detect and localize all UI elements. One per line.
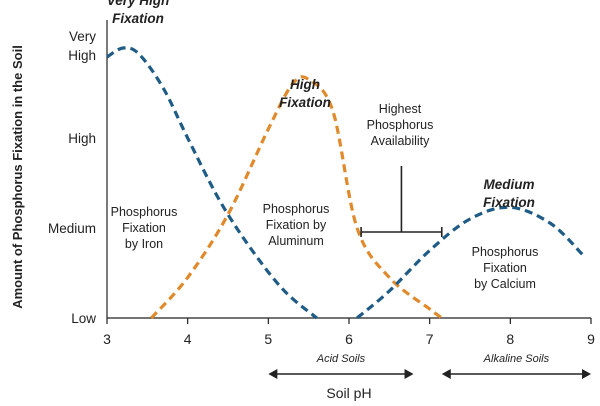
- y-axis-title: Amount of Phosphorus Fixation in the Soi…: [10, 45, 25, 309]
- annotation-high-fixation-line-1: High: [290, 77, 320, 92]
- x-tick-label-6: 6: [345, 331, 353, 347]
- annotation-very-high-fixation-line-2: Fixation: [112, 11, 164, 26]
- y-level-very-high-line-1: Very: [69, 29, 96, 44]
- x-tick-label-3: 3: [103, 331, 111, 347]
- annotation-highest-availability-line-2: Phosphorus: [367, 118, 434, 132]
- y-level-very-high-line-2: High: [68, 48, 96, 63]
- annotation-highest-availability-line-1: Highest: [379, 102, 422, 116]
- annotation-very-high-fixation-line-1: Very High: [107, 0, 170, 8]
- label-iron-line-1: Phosphorus: [111, 205, 178, 219]
- label-aluminum-line-2: Fixation by: [266, 218, 327, 232]
- acid-soils-arrow-right: [404, 369, 414, 379]
- label-calcium-line-1: Phosphorus: [472, 245, 539, 259]
- y-level-low: Low: [71, 311, 96, 326]
- alkaline-soils-arrow-right: [582, 369, 591, 379]
- label-iron-line-3: by Iron: [125, 237, 163, 251]
- label-calcium-line-2: Fixation: [483, 261, 527, 275]
- label-iron-line-2: Fixation: [122, 221, 166, 235]
- annotation-medium-fixation-line-2: Fixation: [483, 195, 535, 210]
- alkaline-soils-label: Alkaline Soils: [483, 353, 550, 365]
- y-level-medium: Medium: [48, 221, 96, 236]
- x-tick-label-7: 7: [426, 331, 434, 347]
- labels: 3 4 5 6 7 8 9 Low Medium High Very High Amount of Ph…: [10, 0, 595, 401]
- label-aluminum-line-3: Aluminum: [268, 234, 324, 248]
- aluminum-fixation-curve: [150, 75, 443, 320]
- curves: [106, 46, 585, 320]
- x-tick-label-4: 4: [184, 331, 192, 347]
- acid-soils-arrow-left: [268, 369, 278, 379]
- annotation-medium-fixation-line-1: Medium: [483, 177, 534, 192]
- alkaline-soils-arrow-left: [441, 369, 451, 379]
- annotation-highest-availability-line-3: Availability: [371, 134, 431, 148]
- label-calcium-line-3: by Calcium: [474, 277, 536, 291]
- annotation-high-fixation-line-2: Fixation: [279, 95, 331, 110]
- x-tick-label-9: 9: [587, 331, 595, 347]
- x-tick-label-8: 8: [506, 331, 514, 347]
- iron-fixation-curve: [106, 46, 318, 320]
- acid-soils-label: Acid Soils: [316, 353, 366, 365]
- plot-area: [106, 20, 592, 324]
- y-level-high: High: [68, 131, 96, 146]
- calcium-fixation-curve: [356, 205, 585, 320]
- x-tick-label-5: 5: [264, 331, 272, 347]
- x-axis-title: Soil pH: [326, 385, 371, 401]
- label-aluminum-line-1: Phosphorus: [263, 202, 330, 216]
